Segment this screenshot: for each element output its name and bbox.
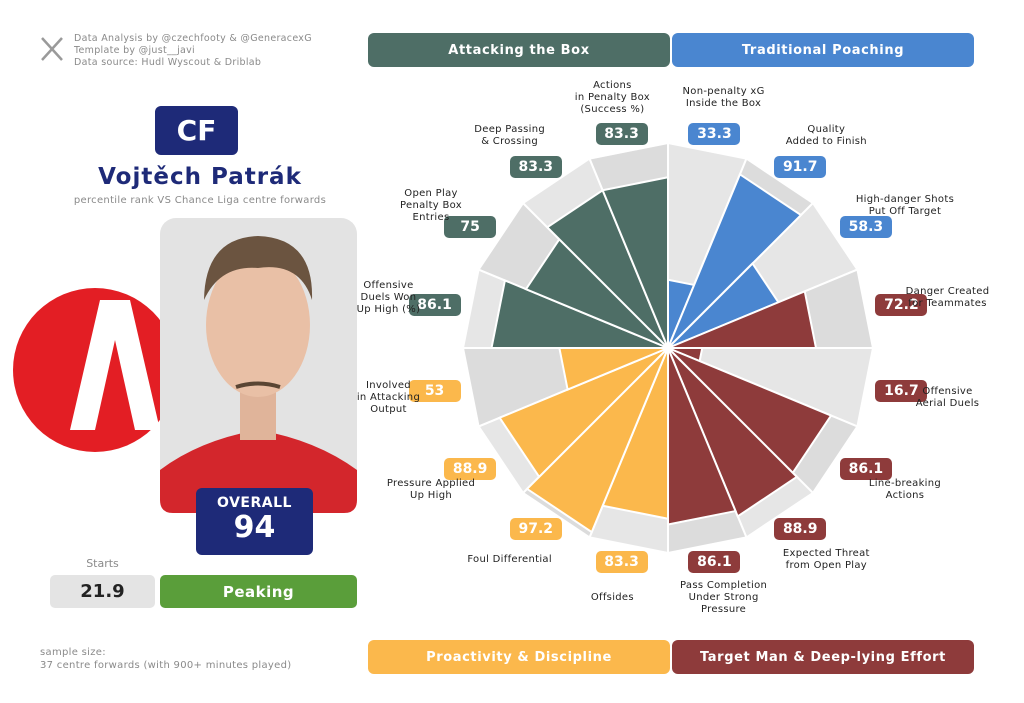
sample-line: 37 centre forwards (with 900+ minutes pl… (40, 660, 292, 671)
slice-value: 88.9 (774, 518, 827, 541)
slice-value: 97.2 (509, 518, 562, 541)
credit-line: Template by @just__javi (74, 45, 195, 56)
slice-label: Open Play Penalty Box Entries (400, 188, 462, 224)
slice-value: 33.3 (688, 123, 741, 146)
slice (667, 289, 818, 349)
slice-label: Offsides (590, 592, 634, 604)
slice-label: Danger Created for Teammates (905, 286, 990, 310)
group-banner: Traditional Poaching (672, 33, 974, 67)
starts-label: Starts (86, 557, 119, 570)
slice-value: 72.2 (875, 294, 928, 317)
x-logo (41, 37, 63, 61)
credits: Data Analysis by @czechfooty & @Generace… (74, 33, 312, 69)
starts-value: 21.9 (50, 575, 155, 608)
pizza-chart (461, 141, 875, 555)
group-banner: Target Man & Deep-lying Effort (672, 640, 974, 674)
slice-value: 58.3 (839, 215, 892, 238)
slice-label: Quality Added to Finish (785, 123, 867, 147)
status: Peaking (160, 575, 357, 608)
overall-label: OVERALL (217, 495, 292, 511)
credit-line: Data Analysis by @czechfooty & @Generace… (74, 33, 312, 44)
slice-label: Deep Passing & Crossing (474, 123, 546, 147)
slice-label: Non-penalty xG Inside the Box (682, 85, 765, 109)
player-name: Vojtěch Patrák (98, 164, 302, 190)
slice-value: 83.3 (509, 155, 562, 178)
slice-label: High-danger Shots Put Off Target (855, 194, 955, 218)
slice-label: Pressure Applied Up High (386, 477, 476, 501)
slice-value: 86.1 (688, 550, 741, 573)
slice-label: Pass Completion Under Strong Pressure (680, 580, 768, 616)
club-logo (13, 288, 177, 452)
group-banner: Attacking the Box (368, 33, 670, 67)
slice-value: 86.1 (839, 458, 892, 481)
slice-value: 16.7 (875, 379, 928, 402)
sample-size: sample size: 37 centre forwards (with 90… (40, 646, 291, 672)
player-photo (160, 218, 357, 513)
slice-value: 83.3 (595, 123, 648, 146)
slice-label: Expected Threat from Open Play (782, 548, 870, 572)
slice-value: 91.7 (774, 155, 827, 178)
position-badge: CF (155, 106, 238, 155)
slice-label: Offensive Duels Won Up High (%) (356, 280, 421, 316)
credit-line: Data source: Hudl Wyscout & Driblab (74, 57, 262, 68)
slice-value: 88.9 (444, 458, 497, 481)
subtitle: percentile rank VS Chance Liga centre fo… (73, 195, 327, 206)
slice-label: Line-breaking Actions (868, 477, 942, 501)
slice-value: 75 (444, 215, 497, 238)
slice-label: Involved in Attacking Output (356, 379, 421, 415)
slice-label: Offensive Aerial Duels (915, 385, 980, 409)
slice-value: 53 (408, 379, 461, 402)
slice-value: 83.3 (595, 550, 648, 573)
slice-label: Actions in Penalty Box (Success %) (574, 79, 650, 115)
group-banner: Proactivity & Discipline (368, 640, 670, 674)
slice-label: Foul Differential (467, 554, 552, 566)
overall-value: 94 (233, 510, 276, 545)
overall-box: OVERALL 94 (196, 488, 313, 555)
sample-line: sample size: (40, 647, 106, 658)
slice (601, 176, 669, 349)
slice-value: 86.1 (408, 294, 461, 317)
